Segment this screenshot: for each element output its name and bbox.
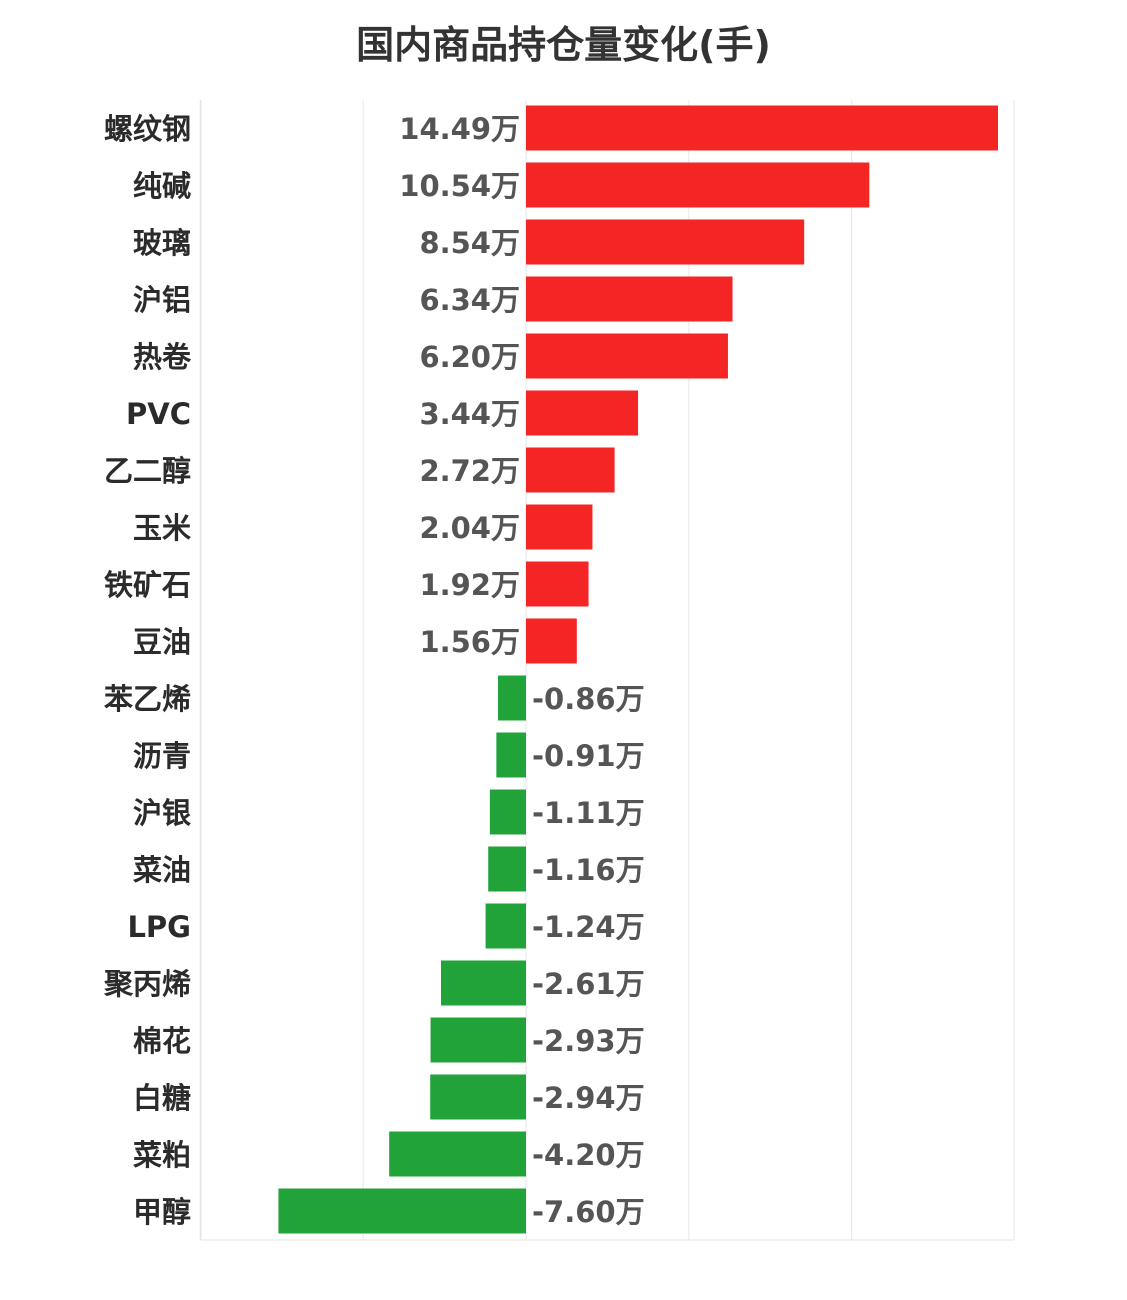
bar xyxy=(389,1131,526,1177)
data-label: -7.60万 xyxy=(532,1195,645,1229)
bar xyxy=(526,447,615,493)
data-label: -0.91万 xyxy=(532,739,645,773)
bar xyxy=(496,732,526,778)
bar xyxy=(526,390,639,436)
bar xyxy=(497,675,526,721)
label-layer: 14.49万 10.54万 8.54万 6.34万 6.20万 3.44万 2.72万 2.0… xyxy=(399,112,644,1229)
category-label: 豆油 xyxy=(133,625,191,659)
category-label: 菜粕 xyxy=(133,1138,191,1172)
category-label: 聚丙烯 xyxy=(103,967,191,1001)
bar xyxy=(526,276,733,322)
data-label: 3.44万 xyxy=(419,397,520,431)
category-label: LPG xyxy=(127,910,191,944)
data-label: 14.49万 xyxy=(399,112,520,146)
data-label: -1.24万 xyxy=(532,910,645,944)
category-label: 乙二醇 xyxy=(104,454,191,488)
category-label: PVC xyxy=(126,397,191,431)
data-label: 1.56万 xyxy=(419,625,520,659)
bar xyxy=(526,105,998,151)
category-label: 苯乙烯 xyxy=(104,682,191,716)
bar xyxy=(440,960,526,1006)
bar xyxy=(488,846,526,892)
category-label: 纯碱 xyxy=(133,169,191,203)
category-label: 热卷 xyxy=(133,340,192,374)
bar xyxy=(489,789,526,835)
data-label: 6.34万 xyxy=(419,283,520,317)
category-label: 铁矿石 xyxy=(104,568,191,602)
data-label: -0.86万 xyxy=(532,682,645,716)
category-label: 玉米 xyxy=(133,511,191,545)
data-label: 10.54万 xyxy=(399,169,520,203)
bar xyxy=(526,618,577,664)
category-label: 螺纹钢 xyxy=(104,112,191,146)
data-label: 8.54万 xyxy=(419,226,520,260)
category-label: 菜油 xyxy=(133,853,191,887)
data-label: 6.20万 xyxy=(419,340,520,374)
bar xyxy=(526,561,589,607)
data-label: -4.20万 xyxy=(532,1138,645,1172)
bar xyxy=(526,504,593,550)
bar xyxy=(526,219,805,265)
bar xyxy=(526,162,870,208)
data-label: 2.72万 xyxy=(419,454,520,488)
grid-layer xyxy=(199,100,1015,1241)
bar xyxy=(430,1074,526,1120)
bar-layer xyxy=(278,105,998,1234)
data-label: -1.11万 xyxy=(532,796,645,830)
bar xyxy=(278,1188,526,1234)
data-label: -2.61万 xyxy=(532,967,645,1001)
data-label: -2.93万 xyxy=(532,1024,645,1058)
data-label: -1.16万 xyxy=(532,853,645,887)
bar xyxy=(430,1017,526,1063)
bar xyxy=(526,333,728,379)
chart-title: 国内商品持仓量变化(手) xyxy=(356,23,771,67)
bar xyxy=(485,903,526,949)
data-label: 2.04万 xyxy=(419,511,520,545)
category-label: 沪银 xyxy=(133,796,191,830)
category-label: 沪铝 xyxy=(133,283,191,317)
data-label: -2.94万 xyxy=(532,1081,645,1115)
category-label: 沥青 xyxy=(133,739,191,773)
data-label: 1.92万 xyxy=(419,568,520,602)
category-label: 棉花 xyxy=(133,1024,191,1058)
category-label: 甲醇 xyxy=(133,1195,191,1229)
category-label: 玻璃 xyxy=(133,226,191,260)
category-label: 白糖 xyxy=(133,1081,191,1115)
